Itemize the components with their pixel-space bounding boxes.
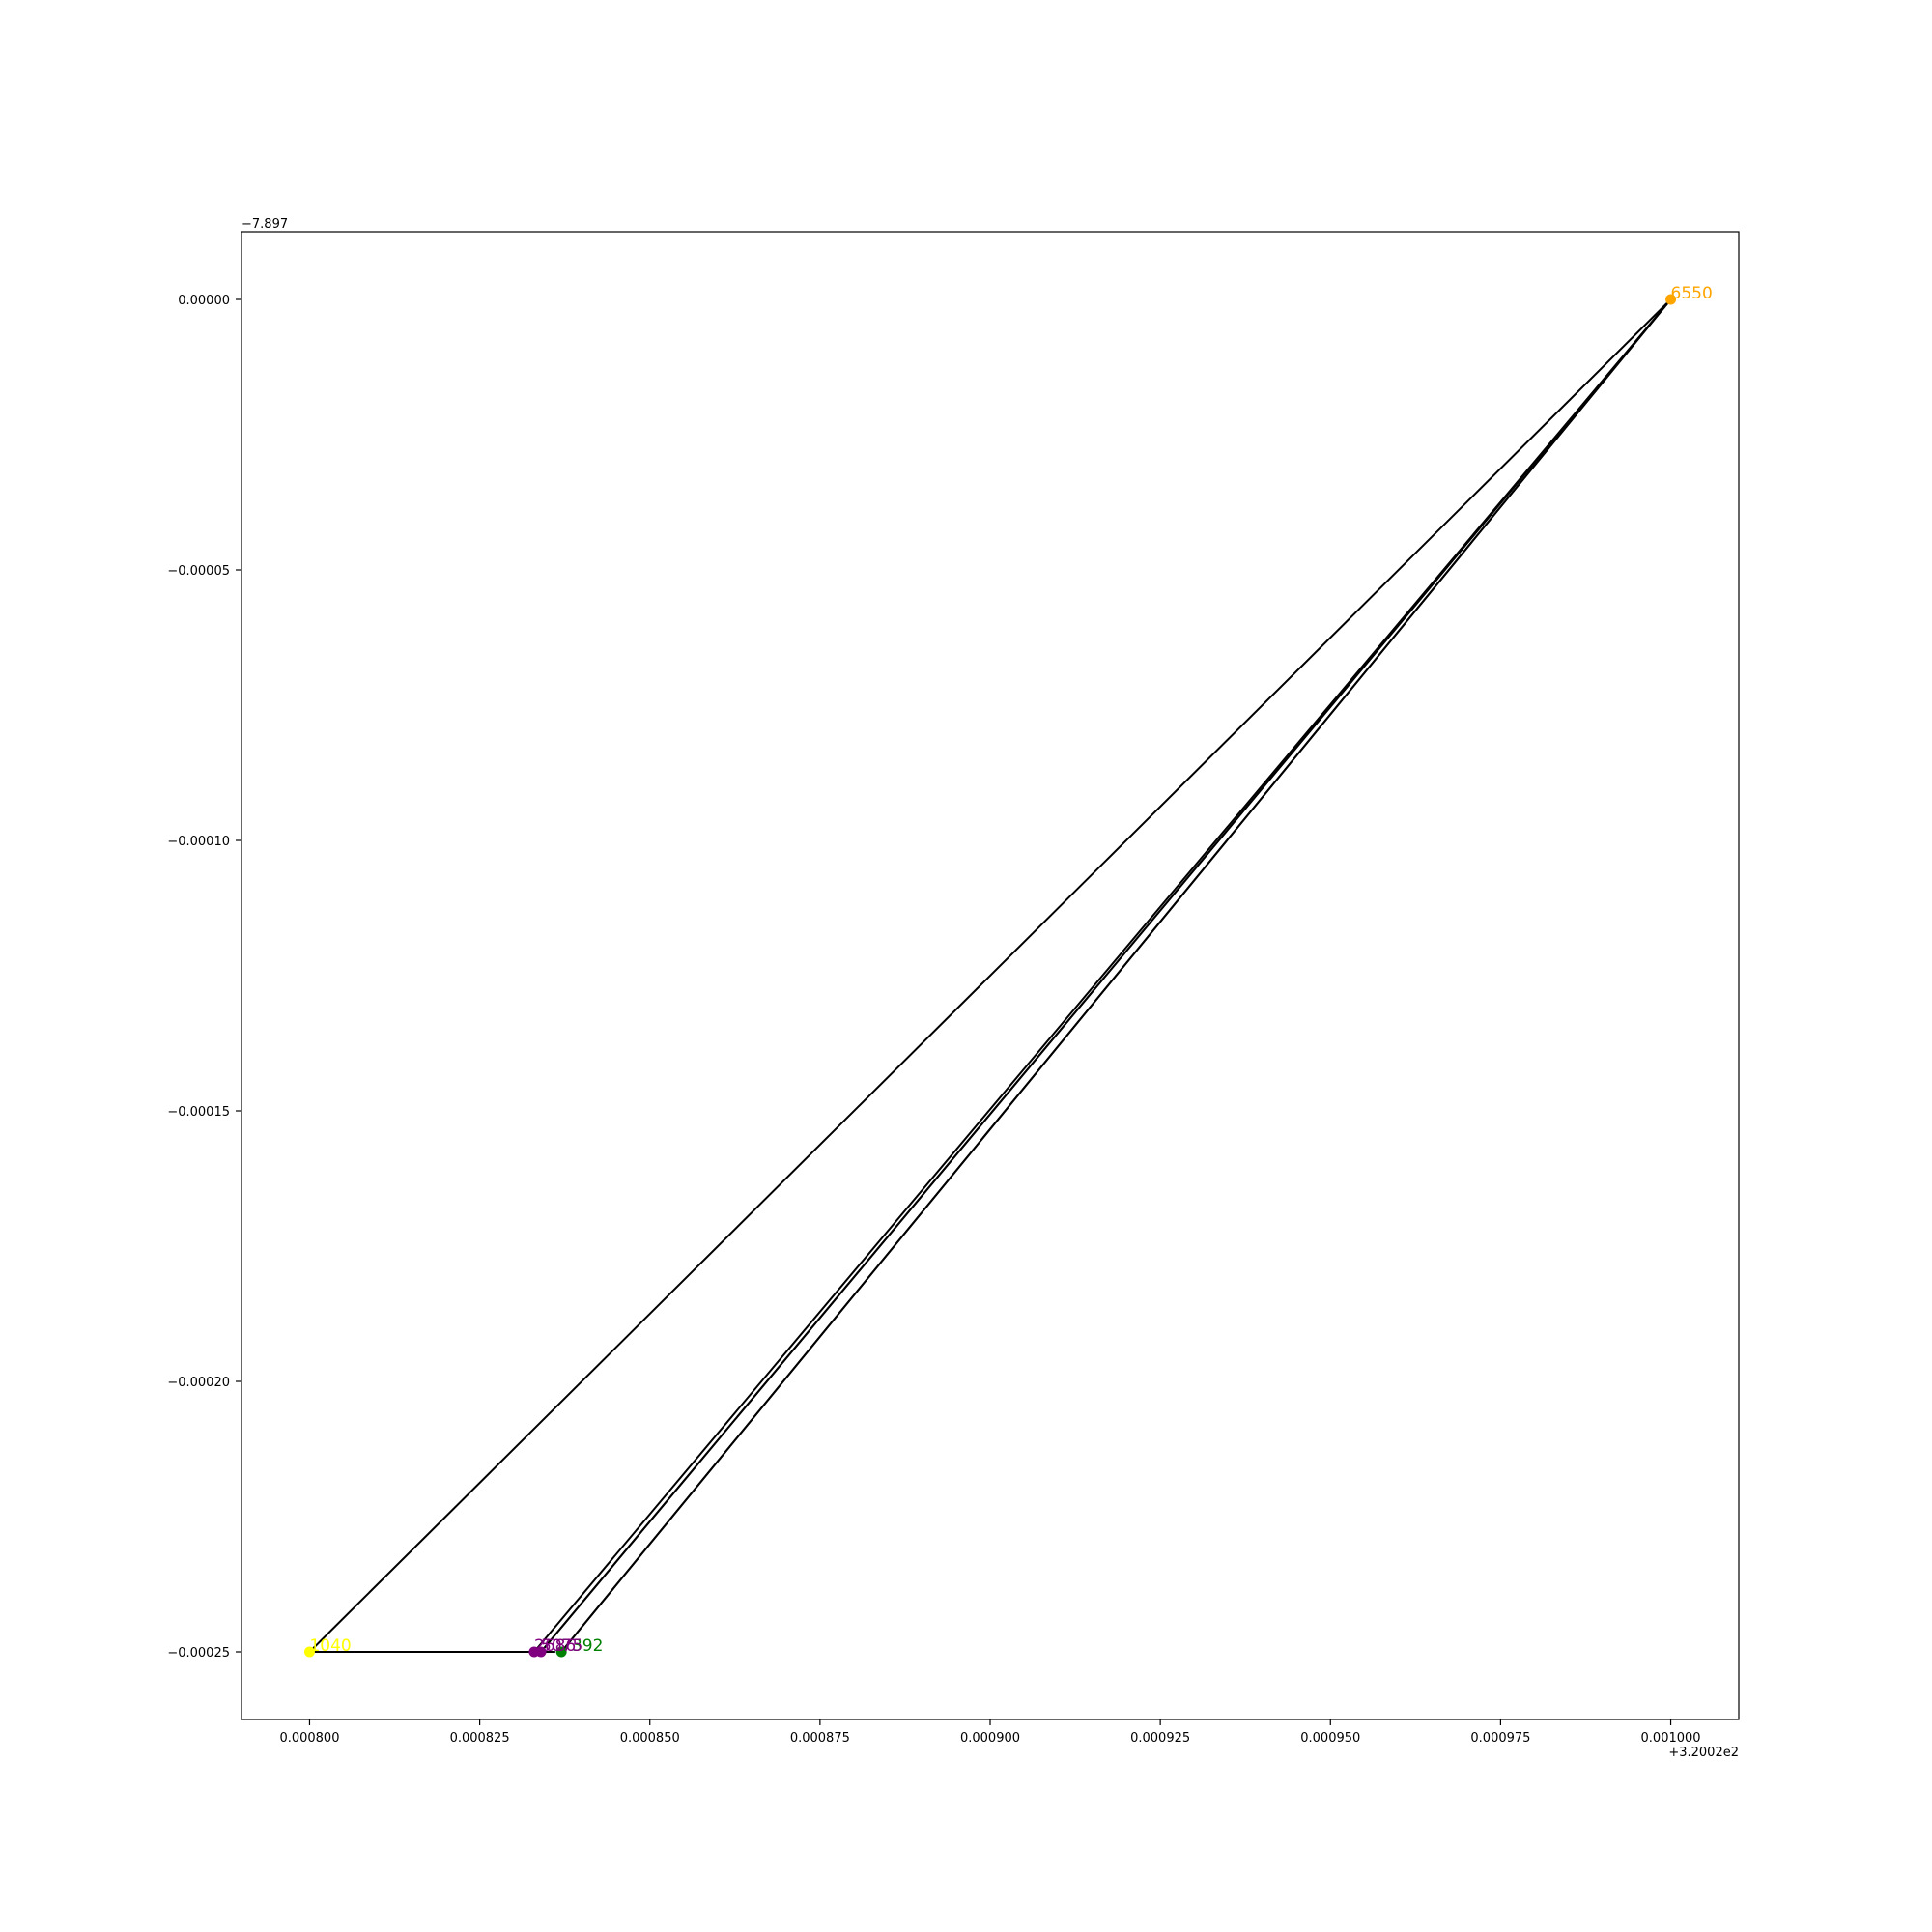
x-offset-text: +3.2002e2 [1668, 1746, 1739, 1760]
data-point [555, 1646, 567, 1658]
path-segment [540, 298, 1672, 1653]
y-axis: 0.00000 −0.00005 −0.00010 −0.00015 −0.00020 −… [167, 294, 242, 1661]
x-tick-label: 0.000925 [1130, 1731, 1190, 1746]
y-tick-label: −0.00010 [167, 835, 230, 849]
data-point [1665, 294, 1677, 305]
x-tick-label: 0.000875 [790, 1731, 850, 1746]
path-segment [308, 298, 1672, 1653]
x-tick-label: 0.000850 [620, 1731, 680, 1746]
x-tick-label: 0.000975 [1470, 1731, 1530, 1746]
y-tick-label: −0.00005 [167, 564, 230, 579]
y-tick-label: −0.00020 [167, 1376, 230, 1390]
data-point [303, 1646, 315, 1658]
x-axis: 0.000800 0.000825 0.000850 0.000875 0.000900… [279, 1719, 1701, 1746]
y-offset-text: −7.897 [242, 217, 288, 232]
data-point-label: 7392 [561, 1636, 603, 1656]
data-point-label: 1040 [309, 1636, 351, 1656]
x-tick-label: 0.000900 [960, 1731, 1020, 1746]
path-layer [308, 298, 1672, 1653]
x-tick-label: 0.000800 [279, 1731, 339, 1746]
x-tick-label: 0.000825 [450, 1731, 510, 1746]
y-tick-label: −0.00015 [167, 1105, 230, 1120]
path-segment [560, 298, 1672, 1653]
y-tick-label: 0.00000 [178, 294, 230, 308]
y-tick-label: −0.00025 [167, 1646, 230, 1661]
data-point-label: 6550 [1671, 284, 1713, 303]
data-point [535, 1646, 547, 1658]
data-point-label: 5075 [541, 1636, 582, 1656]
x-tick-label: 0.000950 [1300, 1731, 1360, 1746]
x-tick-label: 0.001000 [1641, 1731, 1701, 1746]
